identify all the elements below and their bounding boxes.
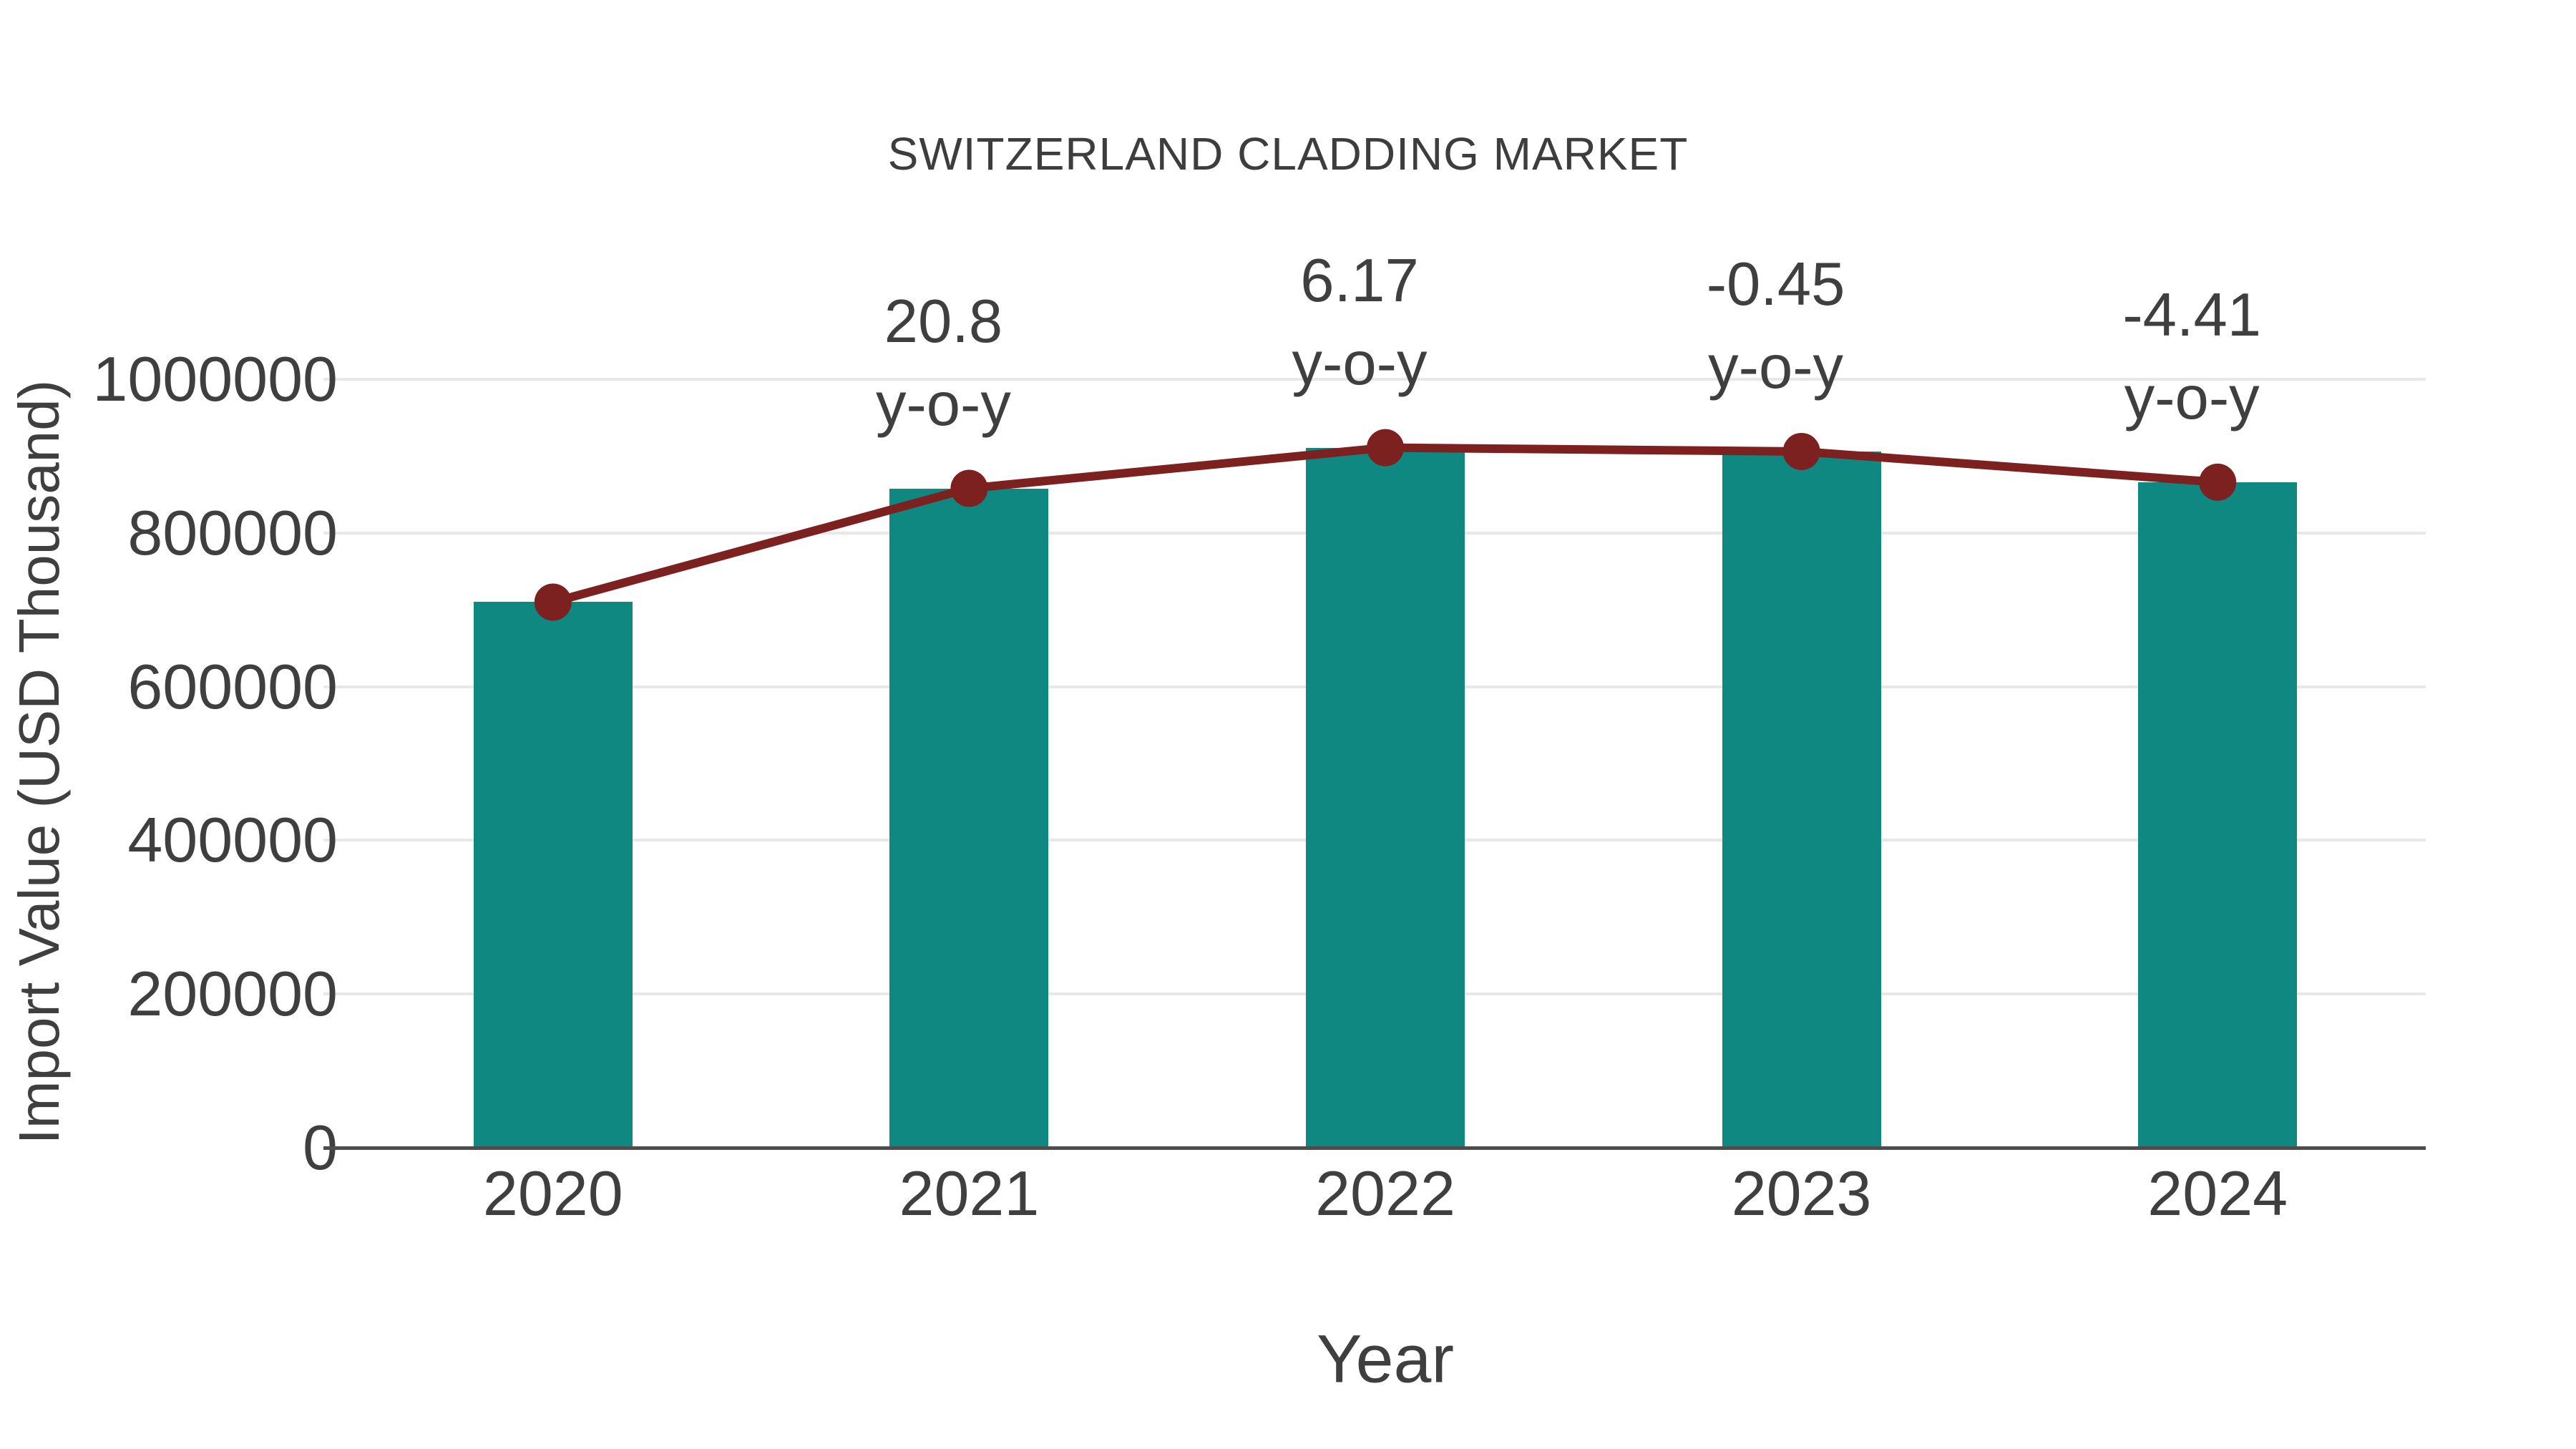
x-tick-label-2020: 2020 xyxy=(482,1158,623,1229)
x-axis-title: Year xyxy=(1317,1321,1454,1397)
gridline-1000000 xyxy=(323,378,2426,381)
annotation-value-2021: 20.8 xyxy=(884,287,1003,356)
annotation-value-2024: -4.41 xyxy=(2122,280,2262,349)
annotation-unit-2022: y-o-y xyxy=(1292,329,1428,398)
annotation-unit-2023: y-o-y xyxy=(1708,333,1844,401)
y-tick-label: 600000 xyxy=(127,650,338,722)
y-tick-label: 1000000 xyxy=(92,343,338,414)
annotation-value-2022: 6.17 xyxy=(1300,246,1419,315)
x-tick-label-2023: 2023 xyxy=(1731,1158,1872,1229)
x-tick-label-2022: 2022 xyxy=(1315,1158,1455,1229)
chart-title: SWITZERLAND CLADDING MARKET xyxy=(887,128,1689,180)
bar-2022 xyxy=(1306,447,1465,1148)
y-tick-label: 400000 xyxy=(127,804,338,876)
x-axis-line xyxy=(323,1146,2426,1150)
annotation-value-2023: -0.45 xyxy=(1706,250,1845,318)
x-tick-label-2021: 2021 xyxy=(899,1158,1040,1229)
x-tick-label-2024: 2024 xyxy=(2147,1158,2288,1229)
annotation-unit-2021: y-o-y xyxy=(875,370,1011,439)
bar-2020 xyxy=(473,602,633,1148)
bar-2021 xyxy=(889,488,1049,1148)
annotation-unit-2024: y-o-y xyxy=(2124,364,2260,432)
bar-2023 xyxy=(1722,451,1881,1148)
bar-2024 xyxy=(2138,482,2298,1148)
y-tick-label: 0 xyxy=(303,1112,338,1183)
y-tick-label: 200000 xyxy=(127,958,338,1030)
y-tick-label: 800000 xyxy=(127,497,338,568)
